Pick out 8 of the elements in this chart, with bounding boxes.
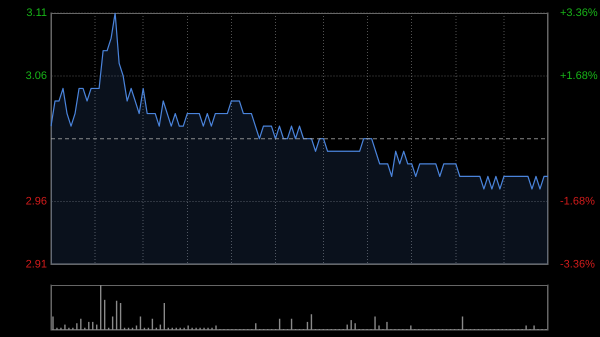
y-tick-label: 3.06 (26, 70, 47, 82)
y2-tick-label: +1.68% (560, 70, 598, 82)
y2-tick-label: -1.68% (560, 196, 596, 208)
y2-tick-label: +3.36% (560, 7, 598, 20)
y-tick-label: 2.96 (26, 196, 47, 208)
y2-tick-label: -3.36% (560, 258, 596, 270)
y-tick-label: 2.91 (26, 258, 47, 270)
y-tick-label: 3.11 (26, 7, 47, 20)
